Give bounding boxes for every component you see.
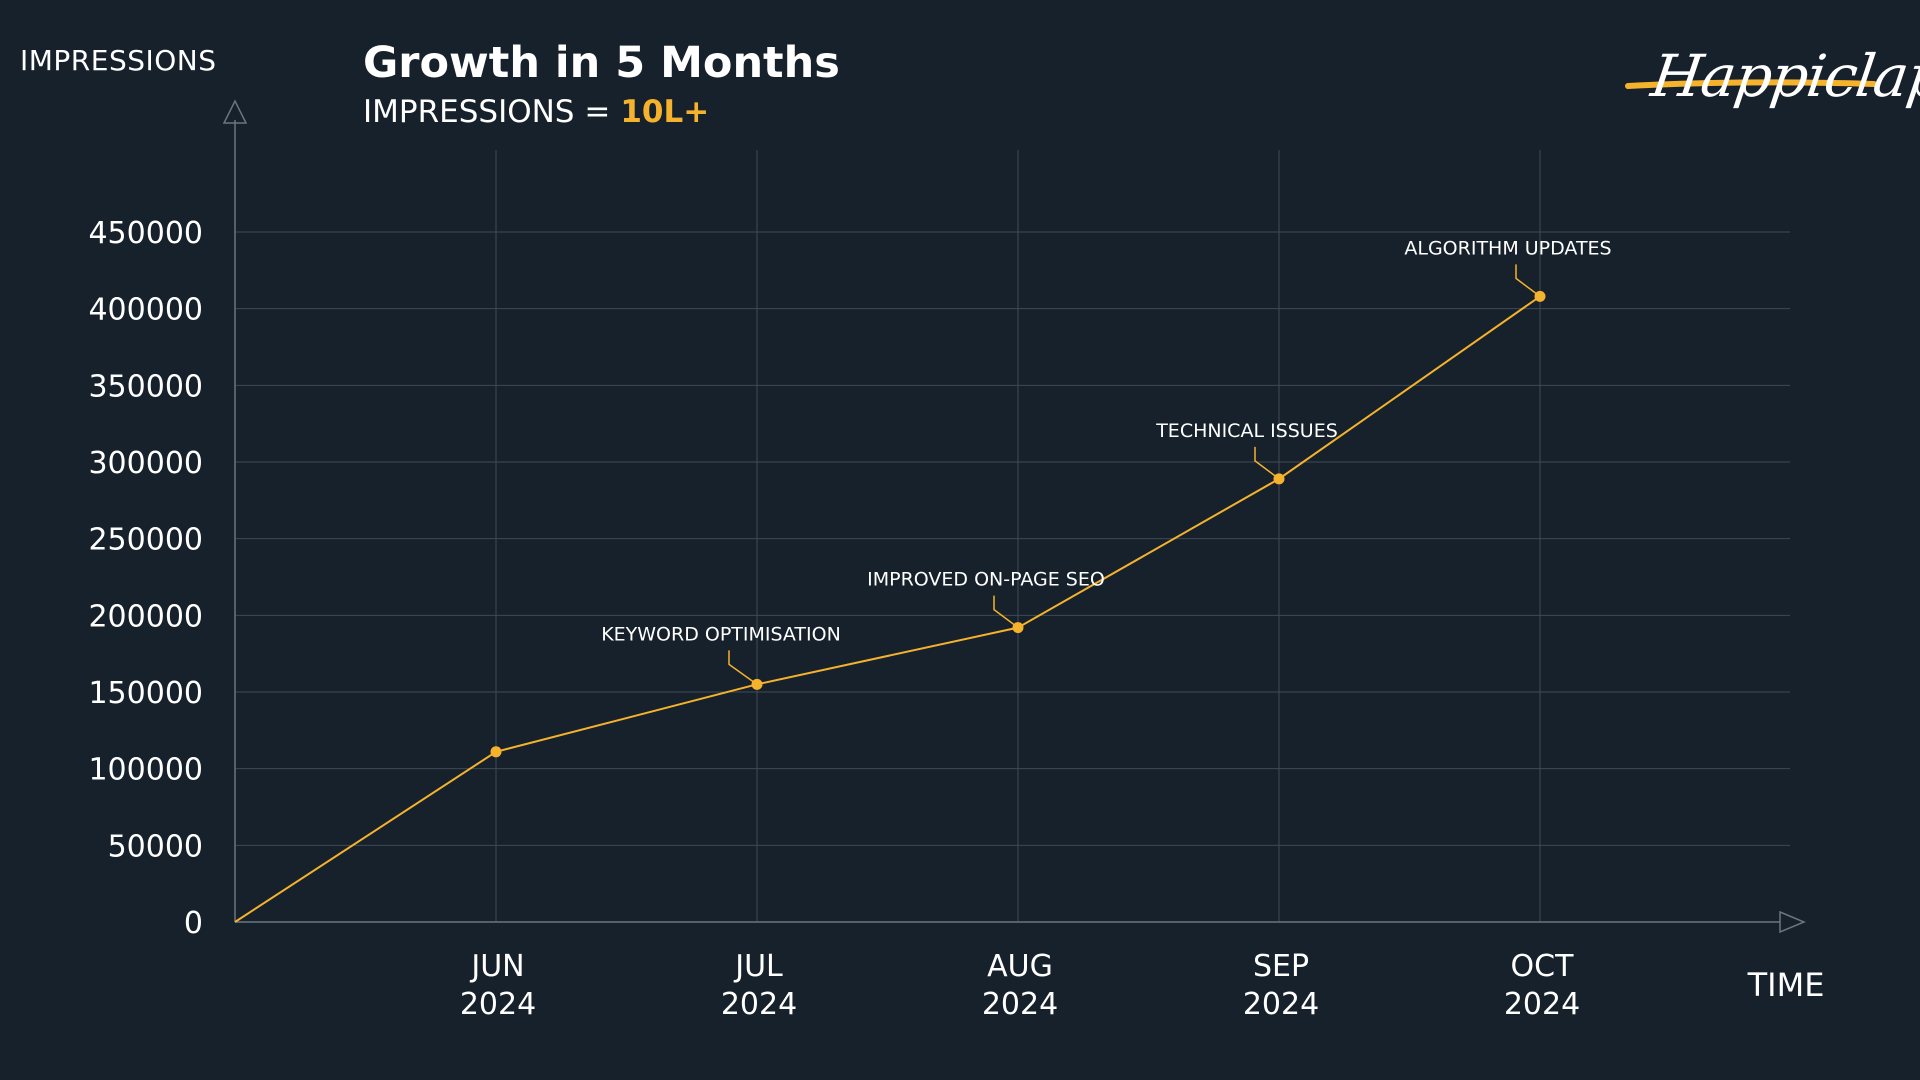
subtitle-label: IMPRESSIONS =	[363, 94, 611, 130]
x-axis-title: TIME	[1747, 966, 1825, 1004]
y-tick-label: 250000	[88, 523, 203, 558]
annotation-leader	[1254, 446, 1280, 480]
x-tick-month: JUL	[733, 949, 783, 984]
y-tick-label: 400000	[88, 293, 203, 328]
annotation-leader	[993, 595, 1019, 629]
chart-title: Growth in 5 Months	[363, 38, 840, 88]
annotation-label: TECHNICAL ISSUES	[1155, 420, 1338, 442]
y-tick-label: 50000	[108, 829, 203, 864]
annotation-leader	[1515, 264, 1541, 297]
series-line	[234, 295, 1541, 923]
y-axis-arrow	[222, 99, 248, 124]
y-tick-label: 200000	[88, 599, 203, 634]
logo-underline	[1625, 79, 1877, 89]
x-tick-year: 2024	[1504, 987, 1580, 1022]
y-tick-label: 450000	[88, 216, 203, 251]
x-tick-year: 2024	[982, 987, 1058, 1022]
x-tick-month: OCT	[1511, 949, 1575, 984]
annotation-label: ALGORITHM UPDATES	[1404, 237, 1611, 259]
y-tick-label: 150000	[88, 676, 203, 711]
annotation-label: IMPROVED ON-PAGE SEO	[867, 569, 1105, 591]
x-tick-year: 2024	[460, 987, 536, 1022]
brand-logo: Happiclap	[1624, 42, 1920, 138]
x-tick-year: 2024	[721, 987, 797, 1022]
x-tick-month: SEP	[1253, 949, 1309, 984]
y-tick-label: 100000	[88, 753, 203, 788]
y-axis-title: IMPRESSIONS	[20, 44, 217, 77]
x-tick-month: AUG	[987, 949, 1053, 984]
x-tick-month: JUN	[469, 949, 524, 984]
chart-subtitle: IMPRESSIONS = 10L+	[363, 94, 709, 130]
subtitle-value: 10L+	[620, 94, 710, 130]
y-tick-label: 300000	[88, 446, 203, 481]
annotation-leader	[728, 650, 758, 685]
y-tick-label: 350000	[88, 369, 203, 404]
y-tick-label: 0	[184, 906, 203, 941]
x-tick-year: 2024	[1243, 987, 1319, 1022]
annotation-label: KEYWORD OPTIMISATION	[601, 623, 841, 645]
data-point	[490, 746, 502, 758]
x-axis-arrow	[1779, 910, 1806, 934]
